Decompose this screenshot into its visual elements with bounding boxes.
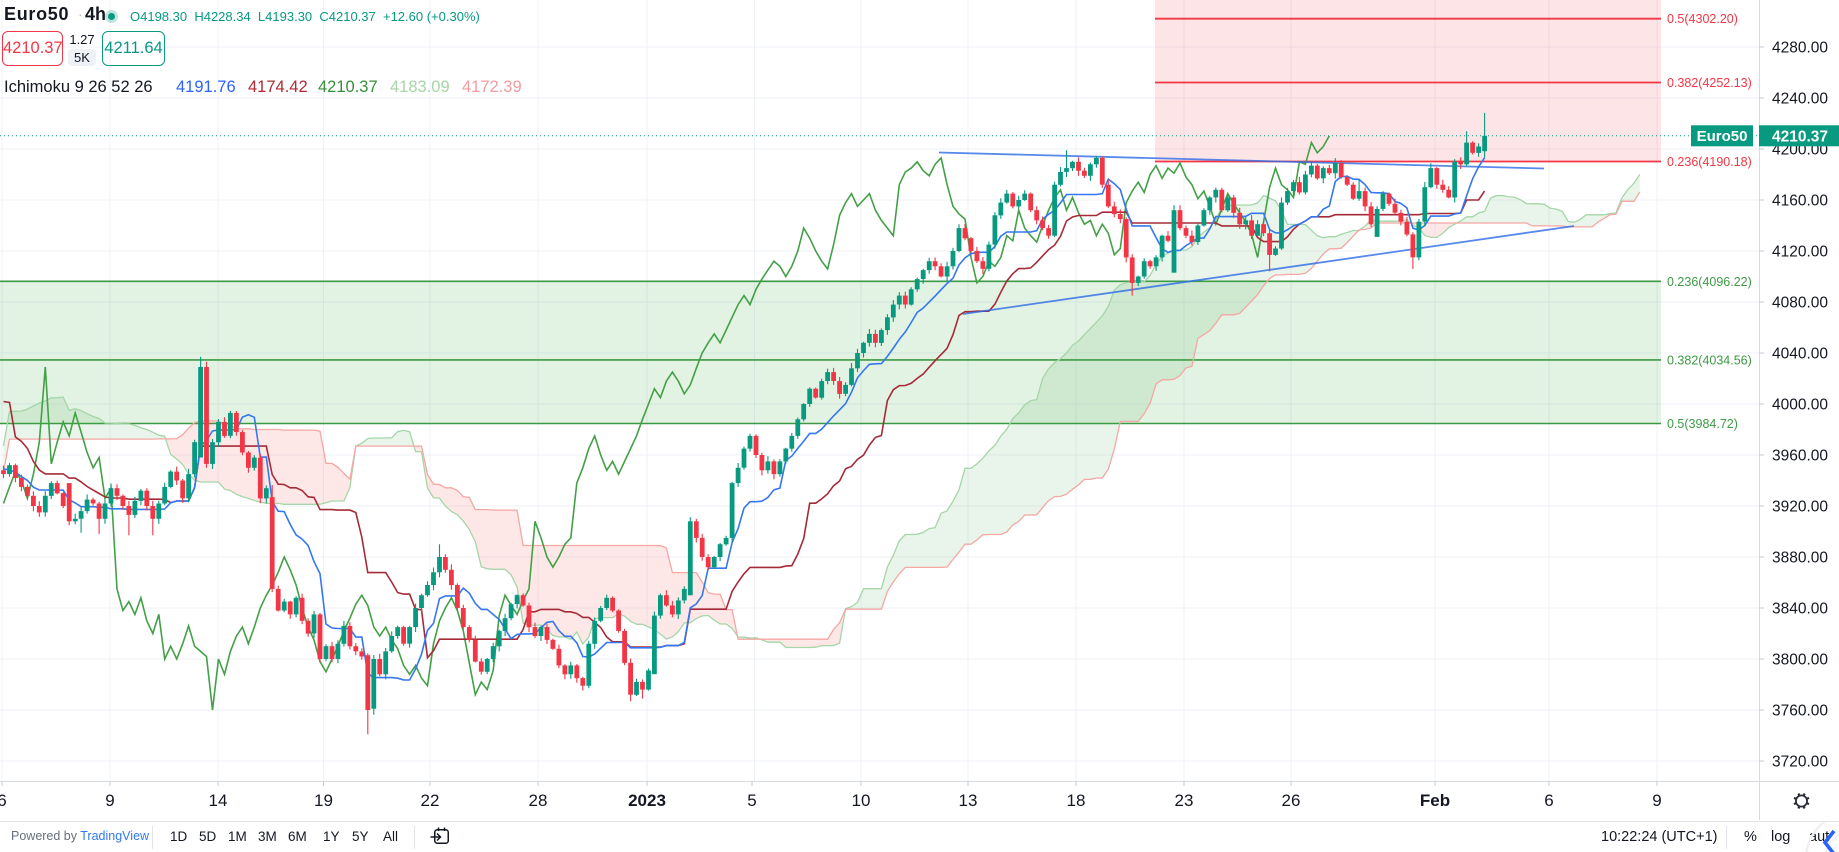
svg-text:0.236(4190.18): 0.236(4190.18) xyxy=(1667,155,1752,169)
svg-text:4240.00: 4240.00 xyxy=(1772,91,1828,108)
svg-text:Euro50: Euro50 xyxy=(1697,128,1748,145)
svg-text:26: 26 xyxy=(1282,791,1301,810)
svg-text:5: 5 xyxy=(747,791,756,810)
svg-text:0.5(4302.20): 0.5(4302.20) xyxy=(1667,12,1738,26)
svg-text:4120.00: 4120.00 xyxy=(1772,244,1828,261)
svg-text:9: 9 xyxy=(105,791,114,810)
svg-text:0.382(4252.13): 0.382(4252.13) xyxy=(1667,76,1752,90)
svg-text:4210.37: 4210.37 xyxy=(1772,128,1828,145)
svg-text:10: 10 xyxy=(852,791,871,810)
svg-text:0.382(4034.56): 0.382(4034.56) xyxy=(1667,353,1752,367)
svg-text:3880.00: 3880.00 xyxy=(1772,550,1828,567)
svg-text:3920.00: 3920.00 xyxy=(1772,499,1828,516)
svg-text:4280.00: 4280.00 xyxy=(1772,40,1828,57)
svg-text:2023: 2023 xyxy=(628,791,666,810)
svg-text:22: 22 xyxy=(421,791,440,810)
svg-text:3840.00: 3840.00 xyxy=(1772,601,1828,618)
svg-text:4160.00: 4160.00 xyxy=(1772,193,1828,210)
svg-text:0.236(4096.22): 0.236(4096.22) xyxy=(1667,275,1752,289)
svg-text:19: 19 xyxy=(314,791,333,810)
svg-text:6: 6 xyxy=(1544,791,1553,810)
svg-text:23: 23 xyxy=(1175,791,1194,810)
svg-text:4080.00: 4080.00 xyxy=(1772,295,1828,312)
svg-text:3720.00: 3720.00 xyxy=(1772,754,1828,771)
svg-text:0.5(3984.72): 0.5(3984.72) xyxy=(1667,417,1738,431)
svg-text:14: 14 xyxy=(209,791,228,810)
svg-text:9: 9 xyxy=(1652,791,1661,810)
svg-text:18: 18 xyxy=(1067,791,1086,810)
svg-text:3800.00: 3800.00 xyxy=(1772,652,1828,669)
svg-text:3960.00: 3960.00 xyxy=(1772,448,1828,465)
svg-text:4000.00: 4000.00 xyxy=(1772,397,1828,414)
svg-text:Feb: Feb xyxy=(1420,791,1450,810)
svg-text:28: 28 xyxy=(529,791,548,810)
svg-text:4040.00: 4040.00 xyxy=(1772,346,1828,363)
svg-text:6: 6 xyxy=(0,791,7,810)
svg-text:13: 13 xyxy=(959,791,978,810)
svg-text:3760.00: 3760.00 xyxy=(1772,703,1828,720)
